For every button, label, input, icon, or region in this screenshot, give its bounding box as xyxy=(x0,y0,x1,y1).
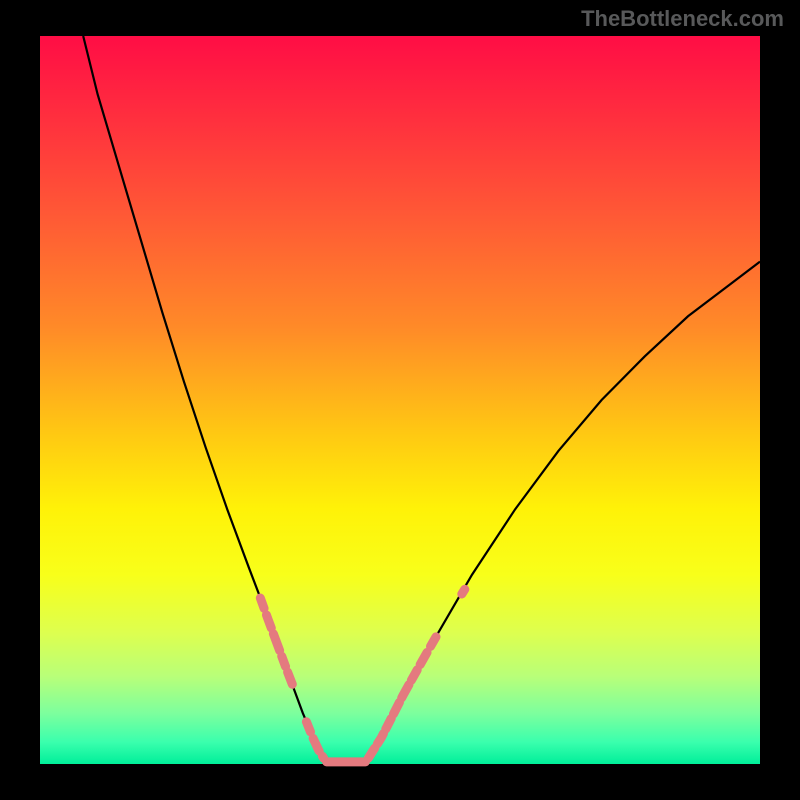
gradient-background xyxy=(40,36,760,764)
chart-container: { "watermark": { "text": "TheBottleneck.… xyxy=(0,0,800,800)
chart-svg xyxy=(0,0,800,800)
watermark-text: TheBottleneck.com xyxy=(581,6,784,32)
